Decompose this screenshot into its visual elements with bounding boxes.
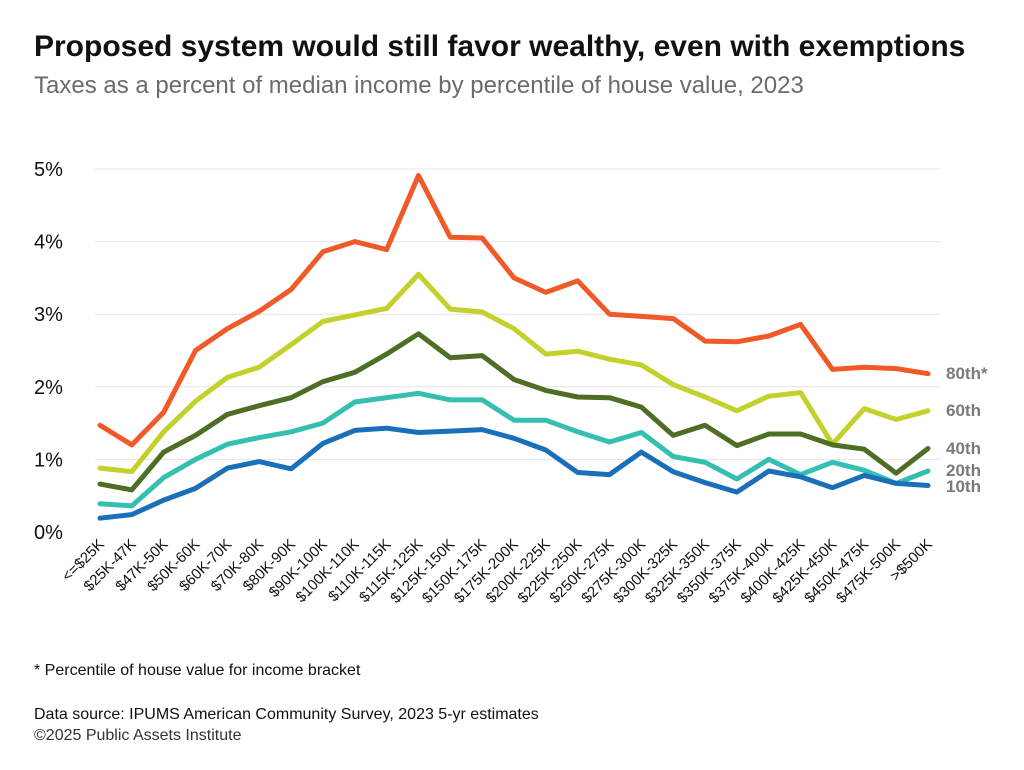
- chart-title: Proposed system would still favor wealth…: [34, 30, 966, 63]
- series-line: [97, 331, 931, 493]
- series-line: [97, 390, 931, 509]
- y-tick-label: 4%: [34, 232, 63, 254]
- x-axis: <=$25K$25K-47K$47K-50K$50K-60K$60K-70K$7…: [59, 536, 936, 607]
- title-block: Proposed system would still favor wealth…: [34, 30, 994, 106]
- line-chart: 0% 1% 2% 3% 4% 5% <=$25K$25K-47K$47K-50K$50K-…: [34, 159, 988, 607]
- y-tick-label: 0%: [34, 522, 63, 544]
- y-tick-label: 1%: [34, 449, 63, 471]
- grid-lines: [95, 168, 940, 460]
- y-tick-label: 3%: [34, 304, 63, 326]
- series-line: [97, 271, 931, 475]
- series-label: 60th: [946, 401, 981, 420]
- series-label: 10th: [946, 477, 981, 496]
- series-line: [97, 425, 931, 521]
- data-source: Data source: IPUMS American Community Su…: [34, 706, 539, 723]
- footnote: * Percentile of house value for income b…: [34, 662, 361, 679]
- series-label: 20th: [946, 461, 981, 480]
- y-tick-label: 5%: [34, 159, 63, 181]
- y-tick-label: 2%: [34, 377, 63, 399]
- series-label: 80th*: [946, 364, 988, 383]
- y-axis: 0% 1% 2% 3% 4% 5%: [34, 159, 63, 544]
- series-lines: [97, 173, 931, 521]
- chart-subtitle: Taxes as a percent of median income by p…: [34, 72, 804, 99]
- series-label: 40th: [946, 439, 981, 458]
- series-line: [97, 173, 931, 448]
- copyright: ©2025 Public Assets Institute: [34, 727, 242, 744]
